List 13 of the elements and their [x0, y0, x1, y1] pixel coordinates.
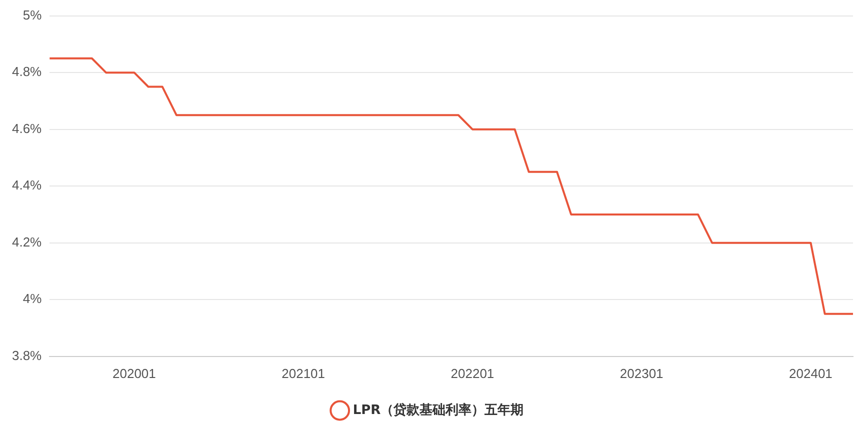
y-tick-label: 4.6%	[12, 120, 42, 136]
y-tick-label: 4.2%	[12, 234, 42, 250]
x-tick-label: 202401	[789, 366, 832, 381]
y-tick-label: 4.8%	[12, 64, 42, 80]
y-tick-label: 3.8%	[12, 348, 42, 363]
x-tick-label: 202101	[282, 366, 326, 381]
y-tick-label: 5%	[22, 7, 42, 22]
y-tick-label: 4.4%	[12, 178, 42, 193]
x-tick-label: 202001	[112, 366, 156, 381]
x-tick-label: 202201	[450, 366, 494, 381]
legend-label: LPR（贷款基础利率）五年期	[352, 402, 524, 418]
y-tick-label: 4%	[22, 291, 42, 306]
x-tick-label: 202301	[620, 366, 664, 381]
